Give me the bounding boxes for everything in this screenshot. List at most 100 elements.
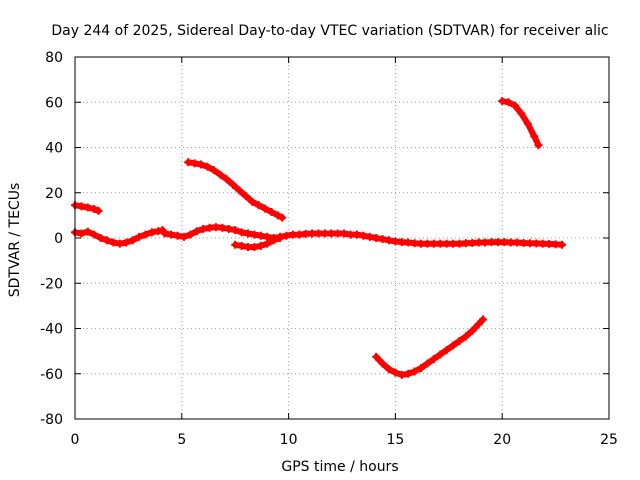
data-point bbox=[534, 141, 543, 150]
y-tick-label: 40 bbox=[45, 141, 63, 157]
data-point bbox=[517, 109, 526, 118]
data-point bbox=[256, 241, 265, 250]
data-point bbox=[192, 227, 201, 236]
x-tick-label: 10 bbox=[280, 432, 298, 448]
x-tick-label: 25 bbox=[600, 432, 618, 448]
y-tick-label: 20 bbox=[45, 186, 63, 202]
data-point bbox=[273, 211, 282, 220]
data-point bbox=[269, 236, 278, 245]
data-point bbox=[449, 341, 458, 350]
data-point bbox=[83, 203, 92, 212]
data-point bbox=[231, 240, 240, 249]
data-point bbox=[103, 236, 112, 245]
data-point bbox=[77, 229, 86, 238]
data-point bbox=[391, 368, 400, 377]
data-point bbox=[429, 355, 438, 364]
data-point bbox=[241, 192, 250, 201]
y-tick-label: -60 bbox=[40, 367, 63, 383]
x-tick-label: 15 bbox=[386, 432, 404, 448]
y-tick-label: -20 bbox=[40, 276, 63, 292]
data-point bbox=[530, 132, 539, 141]
data-point bbox=[278, 213, 287, 222]
data-point bbox=[199, 224, 208, 233]
data-point bbox=[442, 345, 451, 354]
data-point bbox=[248, 197, 257, 206]
series-band bbox=[185, 159, 286, 221]
y-tick-label: -80 bbox=[40, 412, 63, 428]
data-point bbox=[216, 170, 225, 179]
data-point bbox=[261, 204, 270, 213]
data-point bbox=[224, 224, 233, 233]
data-point bbox=[167, 230, 176, 239]
data-point bbox=[90, 205, 99, 214]
data-point bbox=[282, 231, 291, 240]
data-point bbox=[203, 162, 212, 171]
data-point bbox=[135, 232, 144, 241]
data-point bbox=[436, 350, 445, 359]
data-point bbox=[511, 101, 520, 110]
series-3 bbox=[231, 234, 285, 252]
data-point bbox=[340, 229, 349, 238]
data-point bbox=[384, 365, 393, 374]
x-tick-label: 20 bbox=[493, 432, 511, 448]
series-band bbox=[373, 316, 486, 378]
data-point bbox=[523, 119, 532, 128]
axes: 0 5 10 15 20 25 -80 -60 -40 -20 0 20 40 60 80 bbox=[40, 50, 618, 448]
data-point bbox=[263, 239, 272, 248]
data-point bbox=[267, 207, 276, 216]
data-point bbox=[179, 232, 188, 241]
data-point bbox=[397, 370, 406, 379]
data-point bbox=[250, 243, 259, 252]
series-2 bbox=[184, 158, 287, 222]
data-point bbox=[186, 230, 195, 239]
grid bbox=[75, 57, 609, 419]
data-point bbox=[147, 228, 156, 237]
data-point bbox=[237, 241, 246, 250]
data-point bbox=[504, 98, 513, 107]
data-point bbox=[372, 352, 381, 361]
data-point bbox=[218, 223, 227, 232]
data-point bbox=[276, 234, 285, 242]
data-point bbox=[378, 359, 387, 368]
data-point bbox=[235, 186, 244, 195]
data-point bbox=[122, 238, 131, 247]
data-point bbox=[141, 230, 150, 239]
data-point bbox=[256, 231, 265, 240]
y-axis-label: SDTVAR / TECUs bbox=[7, 183, 23, 298]
data-point bbox=[461, 332, 470, 341]
data-point bbox=[558, 240, 567, 249]
data-point bbox=[384, 236, 393, 245]
data-point bbox=[244, 229, 253, 238]
data-point bbox=[94, 206, 103, 215]
data-point bbox=[263, 232, 272, 241]
data-point bbox=[410, 367, 419, 376]
data-point bbox=[254, 201, 263, 210]
series-4 bbox=[498, 97, 543, 150]
data-point bbox=[359, 231, 368, 240]
data-point bbox=[498, 97, 507, 106]
y-tick-label: 80 bbox=[45, 50, 63, 66]
data-point bbox=[365, 232, 374, 241]
data-point bbox=[96, 234, 105, 242]
data-point bbox=[478, 315, 487, 324]
data-point bbox=[231, 226, 240, 235]
data-point bbox=[128, 236, 137, 245]
data-point bbox=[474, 319, 483, 328]
data-point bbox=[372, 234, 381, 242]
data-point bbox=[404, 369, 413, 378]
series-1 bbox=[71, 201, 103, 215]
x-tick-label: 0 bbox=[71, 432, 80, 448]
data-point bbox=[417, 364, 426, 373]
data-point bbox=[237, 228, 246, 237]
data-point bbox=[173, 231, 182, 240]
data-point bbox=[160, 229, 169, 238]
data-point bbox=[222, 175, 231, 184]
data-point bbox=[378, 235, 387, 244]
data-point bbox=[190, 159, 199, 168]
data-point bbox=[77, 202, 86, 211]
data-point bbox=[184, 158, 193, 167]
data-point bbox=[455, 336, 464, 345]
y-tick-label: -40 bbox=[40, 322, 63, 338]
data-point bbox=[468, 326, 477, 335]
